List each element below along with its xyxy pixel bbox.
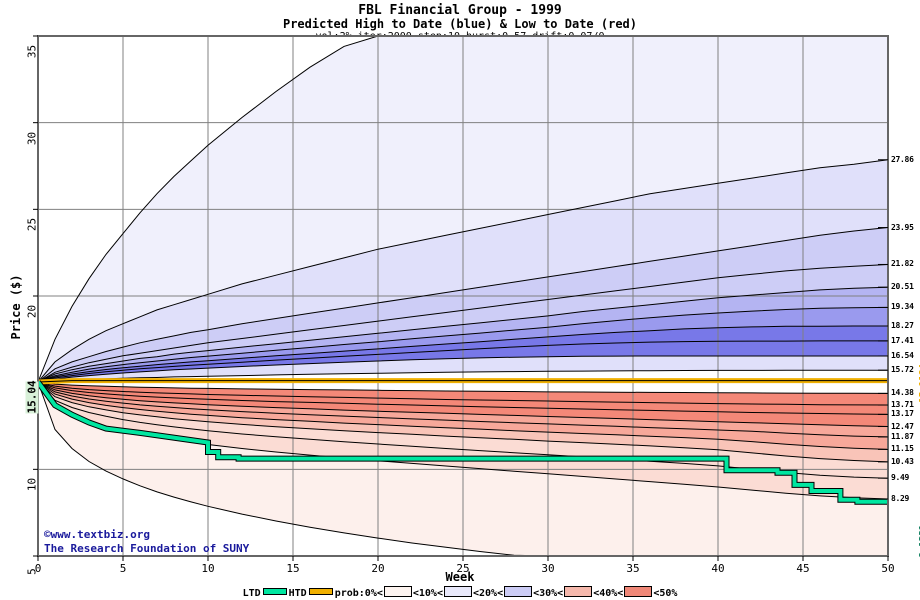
y-tick-label: 20 [25,304,39,319]
legend-swatch-4 [564,586,593,597]
legend-ltd-label: LTD [242,588,261,599]
x-tick-label: 5 [119,562,127,575]
legend-item-label: <20%< [472,588,504,599]
x-tick-label: 40 [711,562,725,575]
credit-line-1: ©www.textbiz.org [44,528,150,541]
x-tick-label: 35 [626,562,640,575]
legend-swatch-2 [443,586,472,597]
right-value-label: 17.41 [891,335,914,345]
x-tick-label: 10 [201,562,215,575]
legend-item-label: <50% [653,588,678,599]
right-value-label: 13.71 [891,400,914,410]
right-value-label: 9.49 [891,473,910,483]
right-value-label: 23.95 [891,222,914,232]
right-value-label: 19.34 [891,302,914,312]
right-value-label: 15.72 [891,365,914,375]
legend-ltd-swatch [262,588,287,595]
legend-item-label: <10%< [412,588,443,599]
credit-block: ©www.textbiz.org The Research Foundation… [44,528,249,556]
y-tick-label: 10 [25,478,39,492]
legend-item-label: <40%< [593,588,624,599]
right-value-label: 20.51 [891,282,914,292]
right-value-label: 8.29 [891,493,910,503]
chart-legend: LTD HTD prob:0%< <10%< <20%< <30%< <40%< <50% [0,586,920,599]
y-tick-label: 30 [25,131,39,145]
chart-title: FBL Financial Group - 1999 [358,3,562,18]
y-tick-label: 35 [25,44,39,59]
right-value-label: 10.43 [891,456,914,466]
right-value-label: 12.47 [891,421,914,431]
right-value-label: 14.38 [891,388,914,398]
legend-swatch-5 [624,586,653,597]
legend-htd-label: HTD [288,588,307,599]
right-value-label: 21.82 [891,259,914,269]
legend-prob-label: prob:0%< [334,588,383,599]
chart-subtitle: Predicted High to Date (blue) & Low to D… [282,17,637,31]
right-value-label: 11.15 [891,444,914,454]
legend-swatch-3 [504,586,533,597]
right-value-label: 16.54 [891,350,914,360]
legend-swatch-1 [383,586,412,597]
x-tick-label: 50 [881,562,895,575]
y-tick-label: 15.04 [25,380,39,414]
x-tick-label: 25 [456,562,470,575]
right-value-label: 13.17 [891,409,914,419]
x-tick-label: 20 [371,562,385,575]
credit-line-2: The Research Foundation of SUNY [44,542,250,555]
x-tick-label: 15 [286,562,300,575]
y-tick-label: 25 [25,218,39,232]
x-tick-label: 45 [796,562,810,575]
x-tick-label: 0 [34,562,42,575]
legend-item-label: <30%< [533,588,564,599]
right-value-label: 27.86 [891,154,914,164]
x-axis-label: Week [445,570,475,584]
legend-htd-swatch [308,588,333,595]
right-value-label: 18.27 [891,320,914,330]
right-value-label: 11.87 [891,431,914,441]
x-tick-label: 30 [541,562,555,575]
